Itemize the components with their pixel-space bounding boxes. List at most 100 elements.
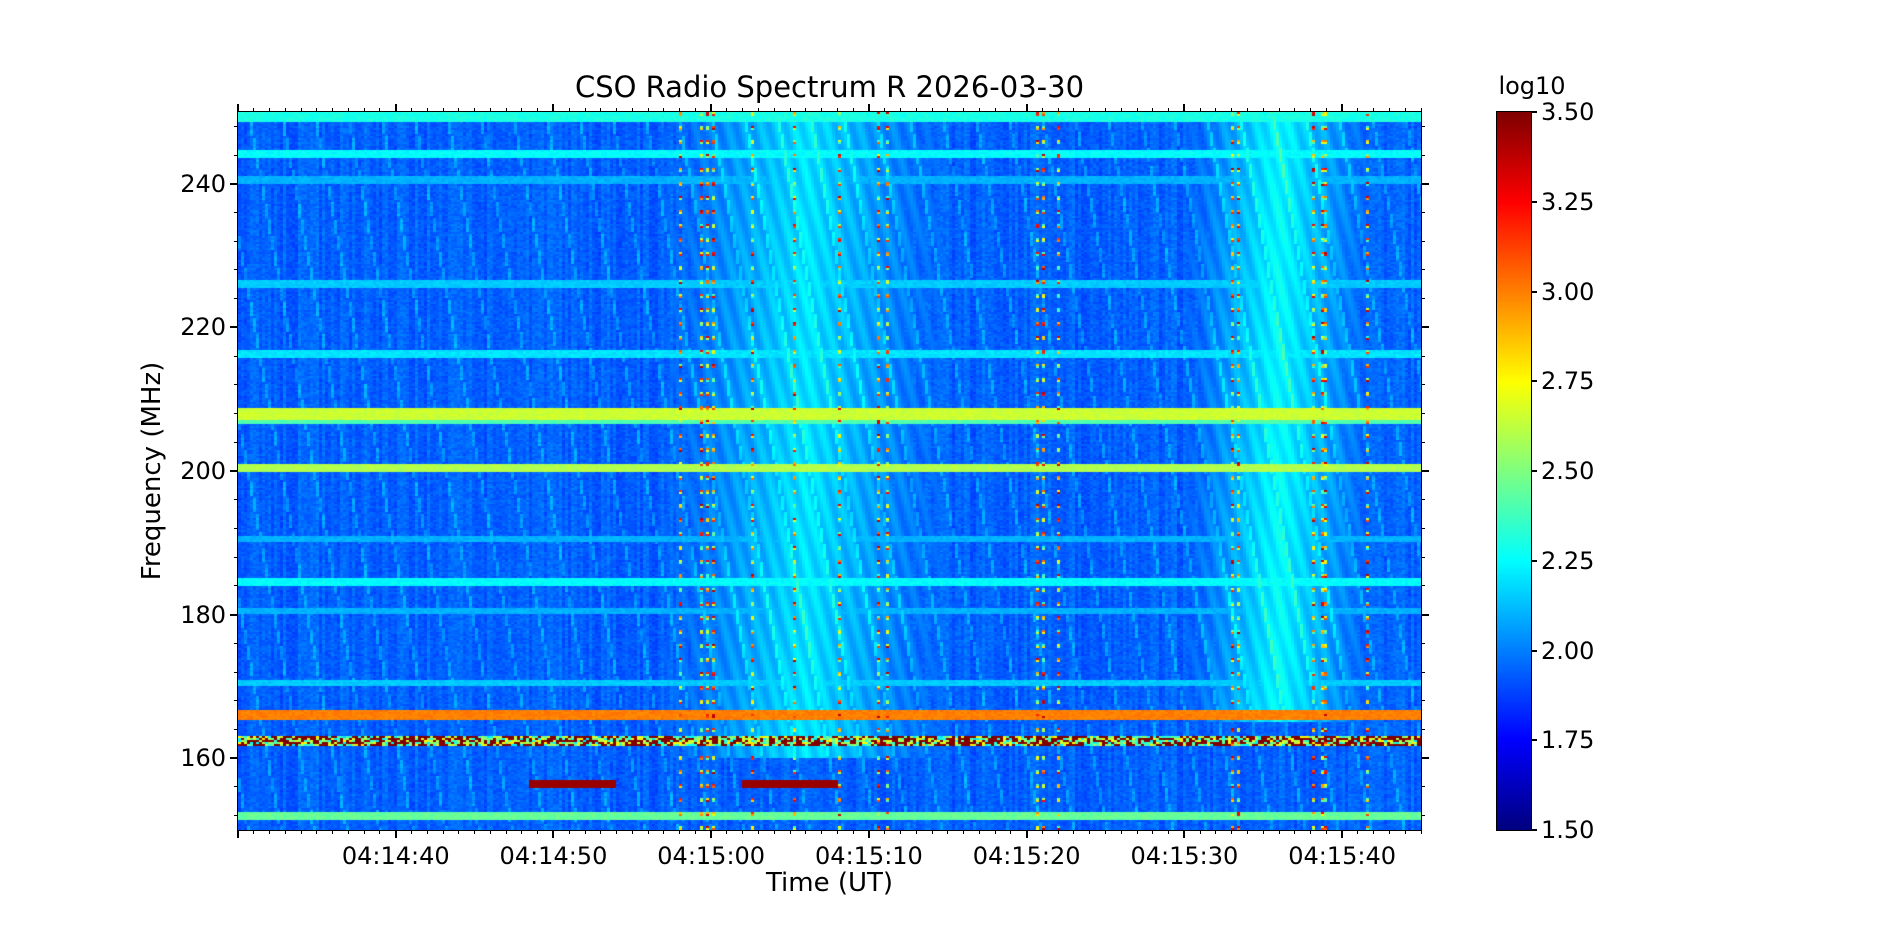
colorbar-tick-mark: [1531, 739, 1537, 742]
x-tick-mark: [253, 830, 255, 834]
y-tick-mark: [234, 355, 238, 357]
colorbar-tick-label: 1.75: [1541, 726, 1595, 755]
x-tick-mark-top: [1073, 108, 1075, 112]
y-tick-mark: [234, 815, 238, 817]
x-tick-mark-top: [1231, 108, 1233, 112]
x-tick-mark: [426, 830, 428, 834]
colorbar-tick-label: 3.25: [1541, 187, 1595, 216]
colorbar-tick-label: 2.00: [1541, 636, 1595, 665]
x-tick-mark: [300, 830, 302, 834]
x-tick-mark: [884, 830, 886, 834]
x-tick-mark-top: [489, 108, 491, 112]
x-tick-mark: [742, 830, 744, 834]
x-tick-mark-top: [694, 108, 696, 112]
x-tick-mark-top: [1262, 108, 1264, 112]
x-tick-mark: [411, 830, 412, 834]
x-tick-mark-top: [505, 108, 507, 112]
x-tick-mark-top: [1057, 108, 1059, 112]
x-tick-label: 04:14:50: [499, 842, 608, 870]
colorbar-label: log10: [1498, 72, 1566, 100]
x-tick-mark-top: [710, 104, 713, 112]
x-tick-mark: [1199, 830, 1201, 834]
x-tick-mark-top: [552, 104, 555, 112]
y-tick-mark: [234, 441, 238, 443]
x-tick-mark-top: [836, 108, 838, 112]
x-tick-mark: [379, 830, 381, 834]
y-tick-label: 240: [180, 169, 226, 198]
chart-title: CSO Radio Spectrum R 2026-03-30: [574, 70, 1085, 104]
x-tick-mark-top: [568, 108, 570, 112]
y-tick-mark: [230, 613, 238, 616]
x-tick-mark-top: [600, 108, 602, 112]
y-tick-mark: [234, 556, 238, 558]
y-tick-mark: [234, 298, 238, 300]
y-tick-mark: [234, 585, 238, 587]
x-axis-label: Time (UT): [765, 868, 894, 898]
x-tick-mark-top: [899, 108, 901, 112]
x-tick-mark-top: [1183, 104, 1186, 112]
x-tick-mark-top: [994, 108, 996, 112]
x-tick-mark: [521, 830, 523, 834]
x-tick-mark-top: [867, 104, 870, 112]
x-tick-mark: [269, 830, 271, 834]
x-tick-mark: [805, 830, 807, 834]
x-tick-mark-top: [647, 108, 649, 112]
x-tick-mark-top: [821, 108, 823, 112]
x-tick-mark: [568, 830, 570, 834]
x-tick-mark: [694, 830, 696, 834]
x-tick-mark-top: [537, 108, 539, 112]
colorbar-tick-mark: [1531, 559, 1537, 562]
colorbar-tick-mark: [1531, 200, 1537, 203]
x-tick-mark: [489, 830, 491, 834]
x-tick-mark-top: [1136, 108, 1138, 112]
x-tick-mark: [284, 830, 286, 834]
x-tick-mark-top: [1310, 108, 1312, 112]
x-tick-mark: [978, 830, 980, 834]
x-tick-mark-top: [1168, 108, 1170, 112]
y-axis-label: Frequency (MHz): [137, 361, 167, 581]
x-tick-mark: [1341, 830, 1344, 838]
x-tick-mark-top: [1105, 108, 1107, 112]
x-tick-mark: [1041, 830, 1043, 834]
x-tick-mark-top: [931, 108, 933, 112]
x-tick-mark: [1089, 830, 1091, 834]
x-tick-mark-top: [789, 108, 791, 112]
x-tick-mark: [363, 830, 365, 834]
x-tick-mark: [1183, 830, 1186, 838]
colorbar-tick-mark: [1531, 829, 1537, 831]
x-tick-mark: [1120, 830, 1122, 834]
x-tick-mark-top: [253, 108, 255, 112]
x-tick-mark-top: [1357, 108, 1359, 112]
x-tick-mark-top: [963, 108, 965, 112]
y-tick-mark-right: [1421, 182, 1429, 185]
x-tick-mark: [1105, 830, 1107, 834]
y-tick-mark: [230, 757, 238, 760]
x-tick-mark: [1404, 830, 1406, 834]
x-tick-mark: [1373, 830, 1375, 834]
x-tick-mark-top: [426, 108, 428, 112]
colorbar-tick-mark: [1531, 649, 1537, 652]
x-tick-mark: [237, 830, 239, 838]
x-tick-mark: [1057, 830, 1059, 834]
y-tick-mark-right: [1421, 700, 1425, 702]
x-tick-mark-top: [269, 108, 271, 112]
x-tick-mark-top: [411, 108, 412, 112]
x-tick-mark: [474, 830, 476, 834]
y-tick-label: 220: [180, 313, 226, 342]
y-tick-mark-right: [1421, 441, 1425, 443]
x-tick-mark-top: [758, 108, 760, 112]
x-tick-mark: [552, 830, 555, 838]
y-tick-mark-right: [1421, 413, 1425, 415]
x-tick-mark-top: [978, 108, 980, 112]
x-tick-mark-top: [1152, 108, 1154, 112]
y-tick-mark: [234, 700, 238, 702]
x-tick-mark: [647, 830, 649, 834]
x-tick-mark: [773, 830, 775, 834]
x-tick-mark-top: [1420, 108, 1422, 112]
x-tick-mark-top: [884, 108, 886, 112]
y-tick-mark-right: [1421, 613, 1429, 616]
y-tick-mark: [234, 240, 238, 242]
y-tick-mark: [234, 499, 238, 501]
x-tick-mark-top: [1278, 108, 1280, 112]
x-tick-mark: [1357, 830, 1359, 834]
